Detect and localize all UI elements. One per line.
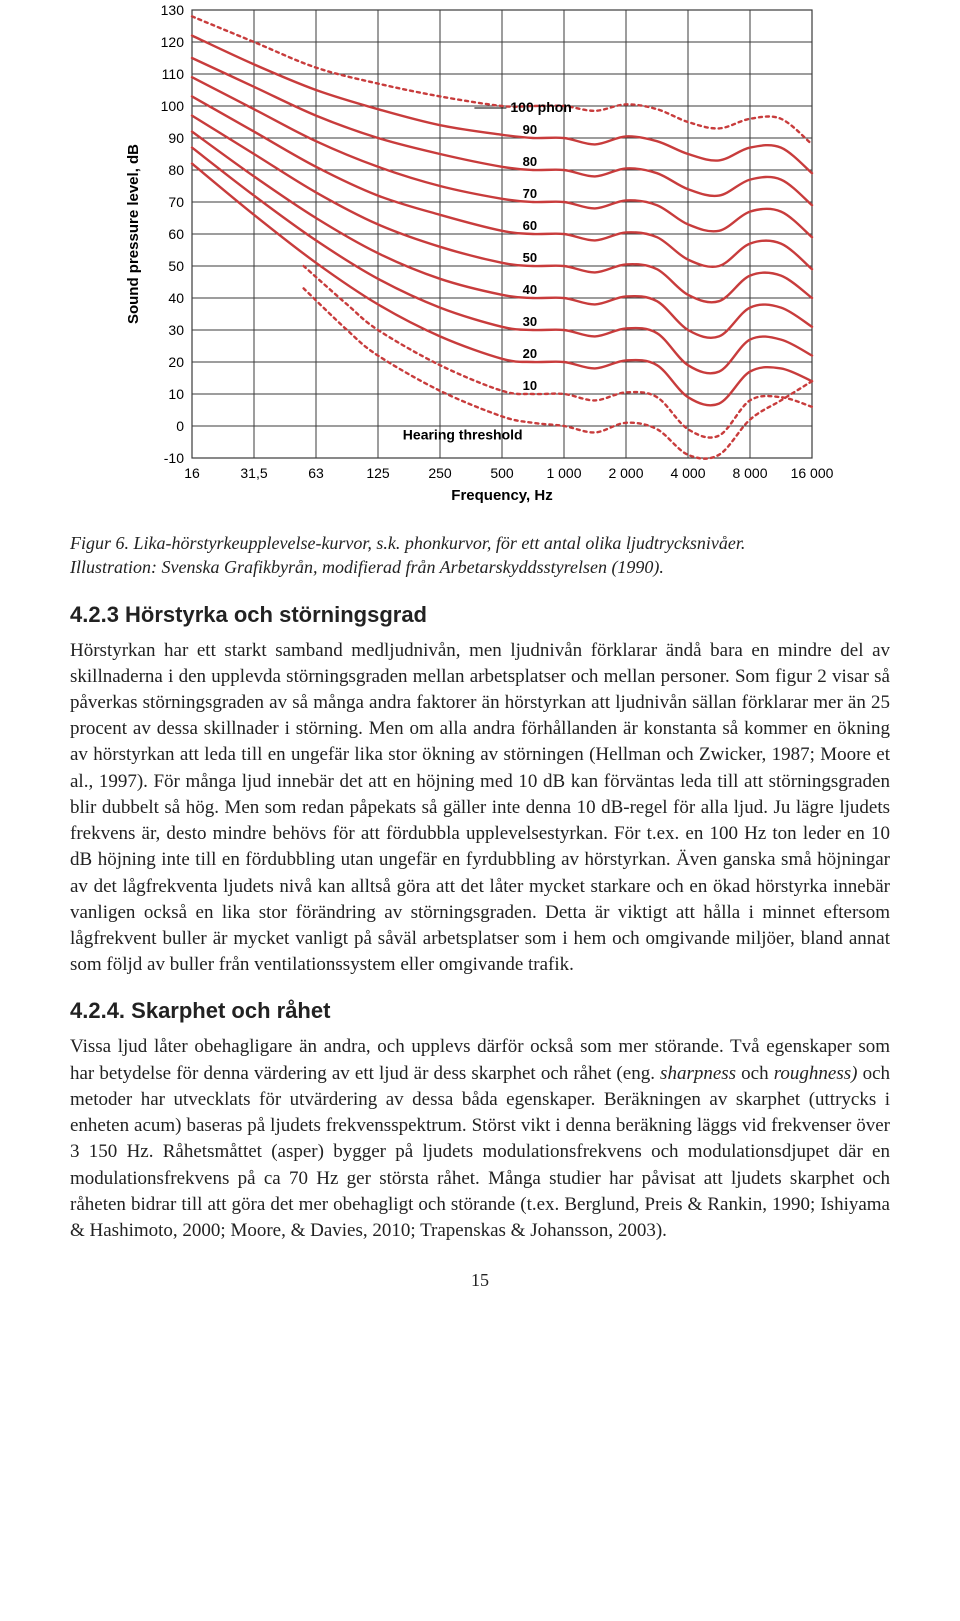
- svg-text:8 000: 8 000: [732, 465, 767, 481]
- svg-text:100 phon: 100 phon: [510, 99, 571, 115]
- svg-text:60: 60: [523, 218, 537, 233]
- svg-text:-10: -10: [164, 450, 184, 466]
- svg-text:70: 70: [168, 194, 184, 210]
- svg-text:50: 50: [168, 258, 184, 274]
- svg-text:20: 20: [523, 346, 537, 361]
- svg-text:110: 110: [162, 66, 185, 82]
- section-4-2-3-heading: 4.2.3 Hörstyrka och störningsgrad: [70, 602, 890, 628]
- svg-text:250: 250: [428, 465, 452, 481]
- italic-term: roughness): [774, 1063, 858, 1084]
- svg-text:10: 10: [523, 378, 537, 393]
- body-text: och metoder har utvecklats för utvärderi…: [70, 1063, 890, 1241]
- svg-text:50: 50: [523, 250, 537, 265]
- svg-text:80: 80: [168, 162, 184, 178]
- body-text: och: [736, 1063, 774, 1084]
- svg-text:130: 130: [161, 2, 185, 18]
- svg-text:120: 120: [161, 34, 185, 50]
- svg-text:16: 16: [184, 465, 200, 481]
- svg-text:2 000: 2 000: [608, 465, 643, 481]
- svg-text:40: 40: [168, 290, 184, 306]
- svg-text:Sound pressure level, dB: Sound pressure level, dB: [125, 144, 142, 324]
- svg-text:1 000: 1 000: [546, 465, 581, 481]
- svg-text:20: 20: [168, 354, 184, 370]
- svg-text:30: 30: [168, 322, 184, 338]
- svg-text:70: 70: [523, 186, 537, 201]
- svg-text:31,5: 31,5: [240, 465, 267, 481]
- equal-loudness-chart: -10 0 10 20 30 40 50 60 70 80 90 100 110 120 130 16 31,5…: [110, 0, 850, 513]
- svg-text:4 000: 4 000: [670, 465, 705, 481]
- svg-text:10: 10: [168, 386, 184, 402]
- svg-text:60: 60: [168, 226, 184, 242]
- italic-term: sharpness: [660, 1063, 736, 1084]
- svg-text:90: 90: [523, 122, 537, 137]
- svg-text:80: 80: [523, 154, 537, 169]
- svg-text:Hearing threshold: Hearing threshold: [403, 427, 523, 443]
- svg-text:Frequency, Hz: Frequency, Hz: [451, 487, 552, 504]
- svg-text:63: 63: [308, 465, 324, 481]
- section-4-2-4-body: Vissa ljud låter obehagligare än andra, …: [70, 1034, 890, 1244]
- svg-text:90: 90: [168, 130, 184, 146]
- svg-text:40: 40: [523, 282, 537, 297]
- figure-caption: Figur 6. Lika-hörstyrkeupplevelse-kurvor…: [70, 531, 890, 580]
- svg-text:100: 100: [161, 98, 185, 114]
- section-4-2-4-heading: 4.2.4. Skarphet och råhet: [70, 998, 890, 1024]
- svg-text:125: 125: [366, 465, 390, 481]
- svg-text:0: 0: [176, 418, 184, 434]
- svg-text:500: 500: [490, 465, 514, 481]
- svg-text:30: 30: [523, 314, 537, 329]
- page-number: 15: [70, 1270, 890, 1291]
- section-4-2-3-body: Hörstyrkan har ett starkt samband medlju…: [70, 638, 890, 979]
- svg-text:16 000: 16 000: [791, 465, 834, 481]
